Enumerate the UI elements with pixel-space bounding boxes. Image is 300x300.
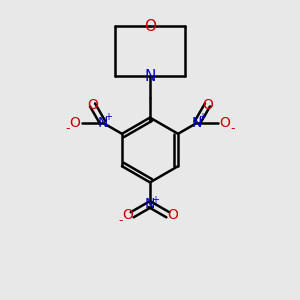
Text: O: O [122, 208, 133, 222]
Text: +: + [104, 112, 112, 122]
Text: O: O [87, 98, 98, 112]
Text: +: + [199, 112, 206, 122]
Text: O: O [202, 98, 213, 112]
Text: -: - [65, 122, 70, 135]
Text: -: - [230, 122, 235, 135]
Text: N: N [144, 69, 156, 84]
Text: O: O [220, 116, 231, 130]
Text: +: + [151, 195, 159, 205]
Text: N: N [98, 116, 108, 130]
Text: O: O [69, 116, 80, 130]
Text: N: N [192, 116, 202, 130]
Text: N: N [145, 197, 155, 212]
Text: O: O [167, 208, 178, 222]
Text: -: - [118, 214, 123, 227]
Text: O: O [144, 19, 156, 34]
